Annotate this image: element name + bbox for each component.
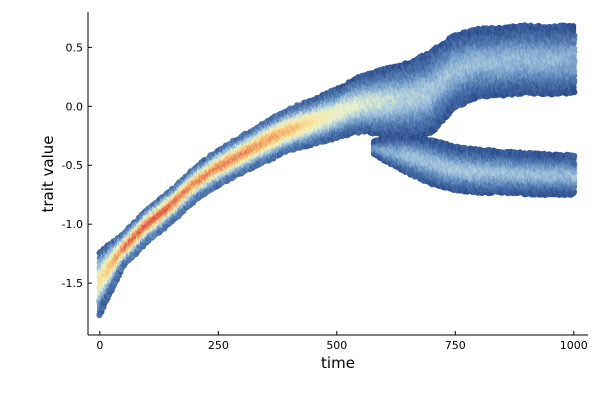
branch-1	[96, 22, 578, 319]
density-points	[96, 22, 578, 319]
